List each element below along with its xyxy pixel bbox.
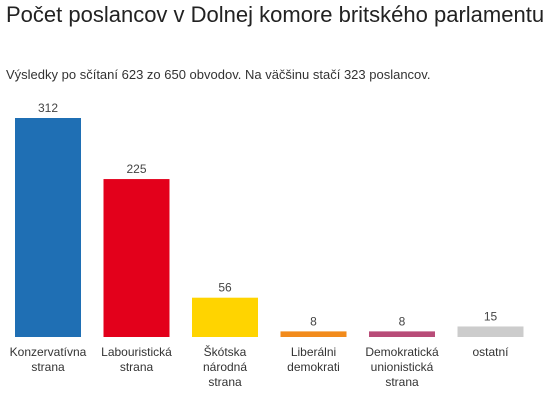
bar-4 (369, 331, 435, 337)
category-label-2: Škótska národná strana (203, 344, 247, 389)
category-label-5: ostatní (472, 345, 509, 359)
bar-0 (15, 118, 81, 337)
bar-value-label-0: 312 (38, 101, 58, 115)
category-label-0: Konzervatívna strana (10, 345, 87, 374)
bar-value-label-3: 8 (310, 314, 317, 328)
chart-title: Počet poslancov v Dolnej komore britskéh… (6, 2, 545, 27)
bar-value-label-1: 225 (126, 162, 146, 176)
bar-2 (192, 297, 258, 337)
bar-1 (103, 179, 170, 337)
chart-subtitle: Výsledky po sčítaní 623 zo 650 obvodov. … (6, 67, 431, 82)
bar-value-label-5: 15 (484, 309, 498, 323)
category-label-1: Labouristická strana (101, 345, 172, 374)
category-label-4: Demokratická unionistická strana (365, 345, 439, 389)
category-label-3: Liberálni demokrati (287, 345, 340, 374)
bar-value-label-4: 8 (399, 314, 406, 328)
bar-3 (280, 331, 347, 337)
bar-value-label-2: 56 (218, 281, 232, 295)
bar-5 (457, 326, 524, 337)
